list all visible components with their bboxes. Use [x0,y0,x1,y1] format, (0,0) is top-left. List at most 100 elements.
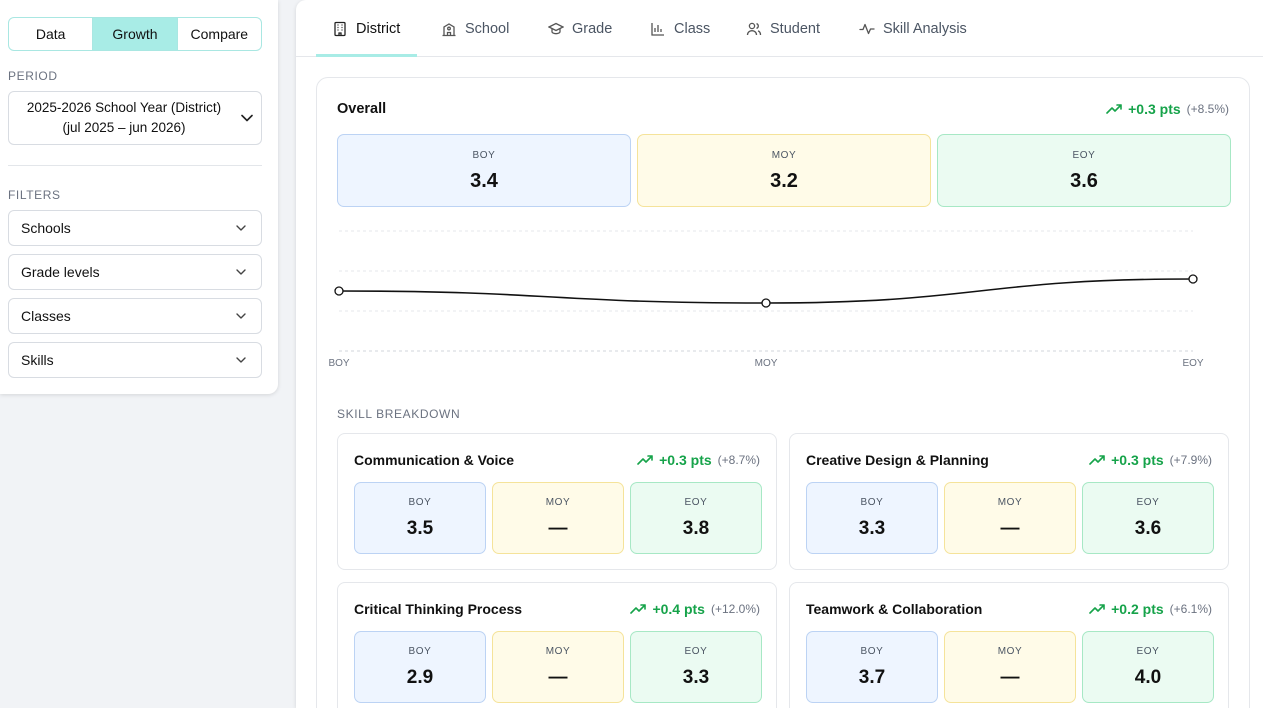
chart-point-boy[interactable] [334,286,344,296]
period-select[interactable]: 2025-2026 School Year (District) (jul 20… [8,91,262,145]
trending-up-icon [1106,104,1122,114]
overall-title: Overall [337,101,387,117]
skill-boy-tile: BOY 3.7 [806,631,938,703]
tab-class[interactable]: Class [650,0,710,57]
overall-moy-tile: MOY 3.2 [637,134,931,207]
tile-label: EOY [684,646,708,657]
tile-value: 4.0 [1134,667,1162,688]
skill-breakdown-label: SKILL BREAKDOWN [337,407,461,421]
tab-label: Skill Analysis [883,20,967,37]
tab-label: Grade [572,20,613,37]
active-tab-indicator [316,54,417,57]
skill-eoy-tile: EOY 3.8 [630,482,762,554]
skill-delta: +0.2 pts (+6.1%) [1089,601,1212,617]
mode-toggle: Data Growth Compare [8,17,262,51]
filter-grade-levels-select[interactable]: Grade levels [8,254,262,290]
overall-eoy-tile: EOY 3.6 [937,134,1231,207]
view-tabs: District School Grade Class Student Skil… [296,0,1263,57]
overall-delta: +0.3 pts (+8.5%) [1106,101,1229,117]
delta-percent: (+8.5%) [1186,102,1229,116]
filter-skills-select[interactable]: Skills [8,342,262,378]
delta-points: +0.3 pts [659,452,712,468]
tile-label: MOY [997,497,1023,508]
chart-point-eoy[interactable] [1188,274,1198,284]
trending-up-icon [630,604,647,614]
skill-name: Teamwork & Collaboration [806,601,983,617]
delta-points: +0.4 pts [652,601,705,617]
chevron-down-icon [221,225,261,231]
bar-chart-icon [651,22,664,36]
tab-label: Student [770,20,820,37]
school-icon [442,22,456,36]
tile-label: MOY [545,646,571,657]
tab-district[interactable]: District [316,0,417,57]
skill-name: Critical Thinking Process [354,601,523,617]
period-value-line2: (jul 2025 – jun 2026) [62,120,186,135]
delta-percent: (+8.7%) [717,453,760,467]
tile-value: 3.6 [1070,170,1098,192]
filter-label: Schools [21,220,71,236]
users-icon [746,22,762,35]
building-icon [334,21,346,36]
mode-compare-button[interactable]: Compare [176,18,261,50]
skill-delta: +0.3 pts (+7.9%) [1089,452,1212,468]
delta-percent: (+7.9%) [1169,453,1212,467]
filters-label: FILTERS [8,188,61,202]
tile-value: — [1000,667,1020,688]
tile-label: MOY [545,497,571,508]
tile-label: BOY [408,646,432,657]
tab-grade[interactable]: Grade [548,0,612,57]
tile-label: MOY [997,646,1023,657]
chart-x-tick-label: MOY [755,358,778,369]
tile-value: — [1000,518,1020,539]
chevron-down-icon [221,269,261,275]
skill-eoy-tile: EOY 4.0 [1082,631,1214,703]
mode-growth-button[interactable]: Growth [92,18,177,50]
tab-label: Class [674,20,711,37]
chart-x-tick-label: BOY [328,358,349,369]
tile-label: BOY [860,497,884,508]
tab-skill-analysis[interactable]: Skill Analysis [859,0,967,57]
trending-up-icon [1089,455,1105,465]
tab-label: District [356,20,401,37]
skill-boy-tile: BOY 3.3 [806,482,938,554]
delta-points: +0.3 pts [1128,101,1181,117]
tile-value: 3.8 [682,518,710,539]
tab-student[interactable]: Student [746,0,820,57]
tab-school[interactable]: School [441,0,509,57]
overall-line-chart: BOY MOY EOY [328,230,1204,369]
skill-moy-tile: MOY — [944,482,1076,554]
skill-card-communication-voice: Communication & Voice +0.3 pts (+8.7%) B… [337,433,777,570]
tile-value: — [548,667,568,688]
tile-value: 3.2 [770,170,798,192]
tile-label: BOY [408,497,432,508]
growth-card: Overall +0.3 pts (+8.5%) BOY 3.4 MOY 3.2… [316,77,1250,708]
filter-schools-select[interactable]: Schools [8,210,262,246]
sidebar-divider [8,165,262,166]
tile-value: 3.7 [858,667,886,688]
skill-card-teamwork-collaboration: Teamwork & Collaboration +0.2 pts (+6.1%… [789,582,1229,708]
tile-label: EOY [1136,497,1160,508]
mode-data-button[interactable]: Data [35,26,66,42]
delta-points: +0.3 pts [1111,452,1164,468]
sidebar: Data Growth Compare PERIOD 2025-2026 Sch… [0,0,278,394]
skill-moy-tile: MOY — [492,482,624,554]
tile-value: 3.4 [470,170,498,192]
skill-name: Communication & Voice [354,452,514,468]
delta-points: +0.2 pts [1111,601,1164,617]
skill-boy-tile: BOY 3.5 [354,482,486,554]
chevron-down-icon [221,357,261,363]
trending-up-icon [1089,604,1105,614]
graduation-cap-icon [548,22,564,34]
delta-percent: (+6.1%) [1169,602,1212,616]
tile-label: MOY [771,150,797,161]
chart-x-tick-label: EOY [1182,358,1203,369]
main-panel: District School Grade Class Student Skil… [296,0,1263,708]
tile-label: BOY [860,646,884,657]
chevron-down-icon [221,313,261,319]
tile-label: EOY [1136,646,1160,657]
chart-point-moy[interactable] [761,298,771,308]
period-value-line1: 2025-2026 School Year (District) [26,100,222,115]
filter-classes-select[interactable]: Classes [8,298,262,334]
tile-value: 3.3 [858,518,886,539]
